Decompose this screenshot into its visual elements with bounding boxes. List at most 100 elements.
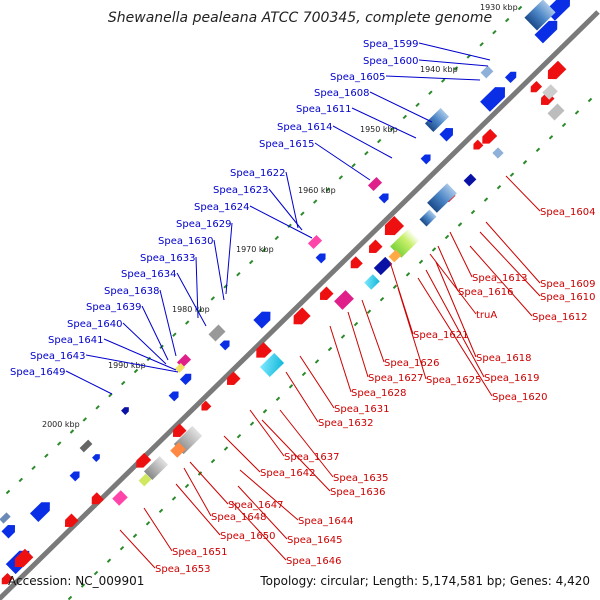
gene-label-minus[interactable]: Spea_1636 (330, 487, 385, 498)
gene-arrow-plus[interactable] (168, 389, 182, 402)
gene-box-minus[interactable] (170, 442, 186, 458)
gene-arrow-plus[interactable] (253, 307, 274, 329)
gene-arrow-minus[interactable] (317, 286, 334, 304)
gene-label-minus[interactable]: Spea_1648 (211, 512, 266, 523)
gene-label-minus[interactable]: Spea_1628 (351, 388, 406, 399)
gene-label-plus[interactable]: Spea_1615 (259, 139, 314, 150)
gene-label-minus[interactable]: Spea_1642 (260, 468, 315, 479)
gene-arrow-minus[interactable] (88, 492, 104, 508)
gene-box-minus[interactable] (492, 147, 504, 159)
gene-label-plus[interactable]: Spea_1633 (140, 253, 195, 264)
gene-label-minus[interactable]: Spea_1616 (458, 287, 513, 298)
gene-label-minus[interactable]: Spea_1631 (334, 404, 389, 415)
gene-label-minus[interactable]: Spea_1635 (333, 473, 388, 484)
gene-arrow-plus[interactable] (69, 469, 83, 482)
gene-box-plus[interactable] (480, 65, 494, 79)
gene-box-minus[interactable] (419, 209, 437, 227)
gene-box-plus[interactable] (524, 0, 556, 31)
gene-label-plus[interactable]: Spea_1623 (213, 185, 268, 196)
gene-box-minus[interactable] (390, 228, 420, 258)
gene-label-plus[interactable]: Spea_1634 (121, 269, 176, 280)
gene-arrow-plus[interactable] (534, 17, 562, 44)
gene-label-minus[interactable]: Spea_1646 (286, 556, 341, 567)
gene-box-minus[interactable] (463, 173, 477, 187)
gene-label-plus[interactable]: Spea_1630 (158, 236, 213, 247)
gene-arrow-minus[interactable] (62, 513, 79, 531)
gene-label-minus[interactable]: Spea_1609 (540, 279, 595, 290)
gene-label-plus[interactable]: Spea_1611 (296, 104, 351, 115)
gene-arrow-minus[interactable] (528, 80, 543, 95)
gene-arrow-minus[interactable] (366, 239, 383, 257)
gene-box-plus[interactable] (79, 439, 93, 453)
gene-arrow-minus[interactable] (133, 452, 152, 471)
gene-arrow-plus[interactable] (504, 69, 519, 84)
gene-arrow-plus[interactable] (121, 405, 131, 415)
gene-box-minus[interactable] (427, 183, 457, 213)
gene-arrow-plus[interactable] (480, 82, 510, 112)
gene-label-plus[interactable]: Spea_1624 (194, 202, 249, 213)
gene-box-minus[interactable] (547, 103, 565, 121)
gene-arrow-plus[interactable] (315, 251, 329, 264)
gene-arrow-minus[interactable] (380, 216, 405, 240)
gene-label-plus[interactable]: Spea_1638 (104, 286, 159, 297)
gene-label-plus[interactable]: Spea_1629 (176, 219, 231, 230)
gene-label-minus[interactable]: Spea_1632 (318, 418, 373, 429)
gene-label-minus[interactable]: Spea_1619 (484, 373, 539, 384)
gene-label-plus[interactable]: Spea_1600 (363, 56, 418, 67)
gene-box-minus[interactable] (542, 84, 558, 100)
gene-arrow-minus[interactable] (479, 128, 498, 147)
gene-box-minus[interactable] (373, 256, 393, 276)
gene-label-plus[interactable]: Spea_1622 (230, 168, 285, 179)
gene-label-minus[interactable]: Spea_1650 (220, 531, 275, 542)
gene-arrow-plus[interactable] (439, 125, 457, 142)
gene-label-minus[interactable]: Spea_1604 (540, 207, 595, 218)
gene-arrow-minus[interactable] (0, 572, 14, 587)
gene-arrow-minus[interactable] (289, 307, 311, 328)
gene-box-minus[interactable] (112, 490, 128, 506)
gene-arrow-minus[interactable] (544, 60, 567, 84)
gene-label-minus[interactable]: truA (476, 310, 497, 321)
gene-arrow-plus[interactable] (1, 522, 19, 539)
gene-arrow-minus[interactable] (170, 423, 187, 441)
gene-label-plus[interactable]: Spea_1649 (10, 367, 65, 378)
gene-arrow-minus[interactable] (224, 371, 241, 389)
gene-arrow-minus[interactable] (471, 139, 484, 153)
gene-arrow-plus[interactable] (420, 152, 434, 165)
gene-label-minus[interactable]: Spea_1625 (426, 375, 481, 386)
gene-label-minus[interactable]: Spea_1651 (172, 547, 227, 558)
gene-label-plus[interactable]: Spea_1605 (330, 72, 385, 83)
gene-label-plus[interactable]: Spea_1608 (314, 88, 369, 99)
gene-box-plus[interactable] (0, 512, 11, 524)
gene-label-minus[interactable]: Spea_1620 (492, 392, 547, 403)
gene-box-minus[interactable] (388, 249, 402, 263)
gene-arrow-plus[interactable] (378, 191, 392, 204)
gene-label-plus[interactable]: Spea_1640 (67, 319, 122, 330)
gene-label-minus[interactable]: Spea_1610 (540, 292, 595, 303)
gene-arrow-minus[interactable] (347, 256, 363, 272)
gene-box-minus[interactable] (259, 353, 285, 377)
gene-arrow-plus[interactable] (29, 498, 54, 522)
gene-box-plus[interactable] (307, 234, 323, 250)
gene-label-minus[interactable]: Spea_1653 (155, 564, 210, 575)
gene-arrow-minus[interactable] (11, 548, 34, 572)
gene-label-minus[interactable]: Spea_1613 (472, 273, 527, 284)
gene-label-minus[interactable]: Spea_1618 (476, 353, 531, 364)
gene-box-minus[interactable] (364, 274, 380, 290)
gene-label-plus[interactable]: Spea_1599 (363, 39, 418, 50)
gene-arrow-plus[interactable] (92, 452, 102, 462)
gene-label-minus[interactable]: Spea_1647 (228, 500, 283, 511)
gene-box-plus[interactable] (208, 324, 226, 342)
gene-arrow-minus[interactable] (252, 342, 272, 362)
gene-label-minus[interactable]: Spea_1621 (413, 330, 468, 341)
gene-label-minus[interactable]: Spea_1645 (287, 535, 342, 546)
gene-label-minus[interactable]: Spea_1644 (298, 516, 353, 527)
gene-label-plus[interactable]: Spea_1639 (86, 302, 141, 313)
gene-box-minus[interactable] (143, 456, 169, 480)
gene-arrow-plus[interactable] (179, 371, 194, 386)
gene-label-plus[interactable]: Spea_1643 (30, 351, 85, 362)
gene-label-minus[interactable]: Spea_1627 (368, 373, 423, 384)
gene-arrow-plus[interactable] (219, 338, 233, 351)
gene-label-minus[interactable]: Spea_1626 (384, 358, 439, 369)
gene-box-plus[interactable] (175, 363, 185, 373)
gene-label-plus[interactable]: Spea_1614 (277, 122, 332, 133)
